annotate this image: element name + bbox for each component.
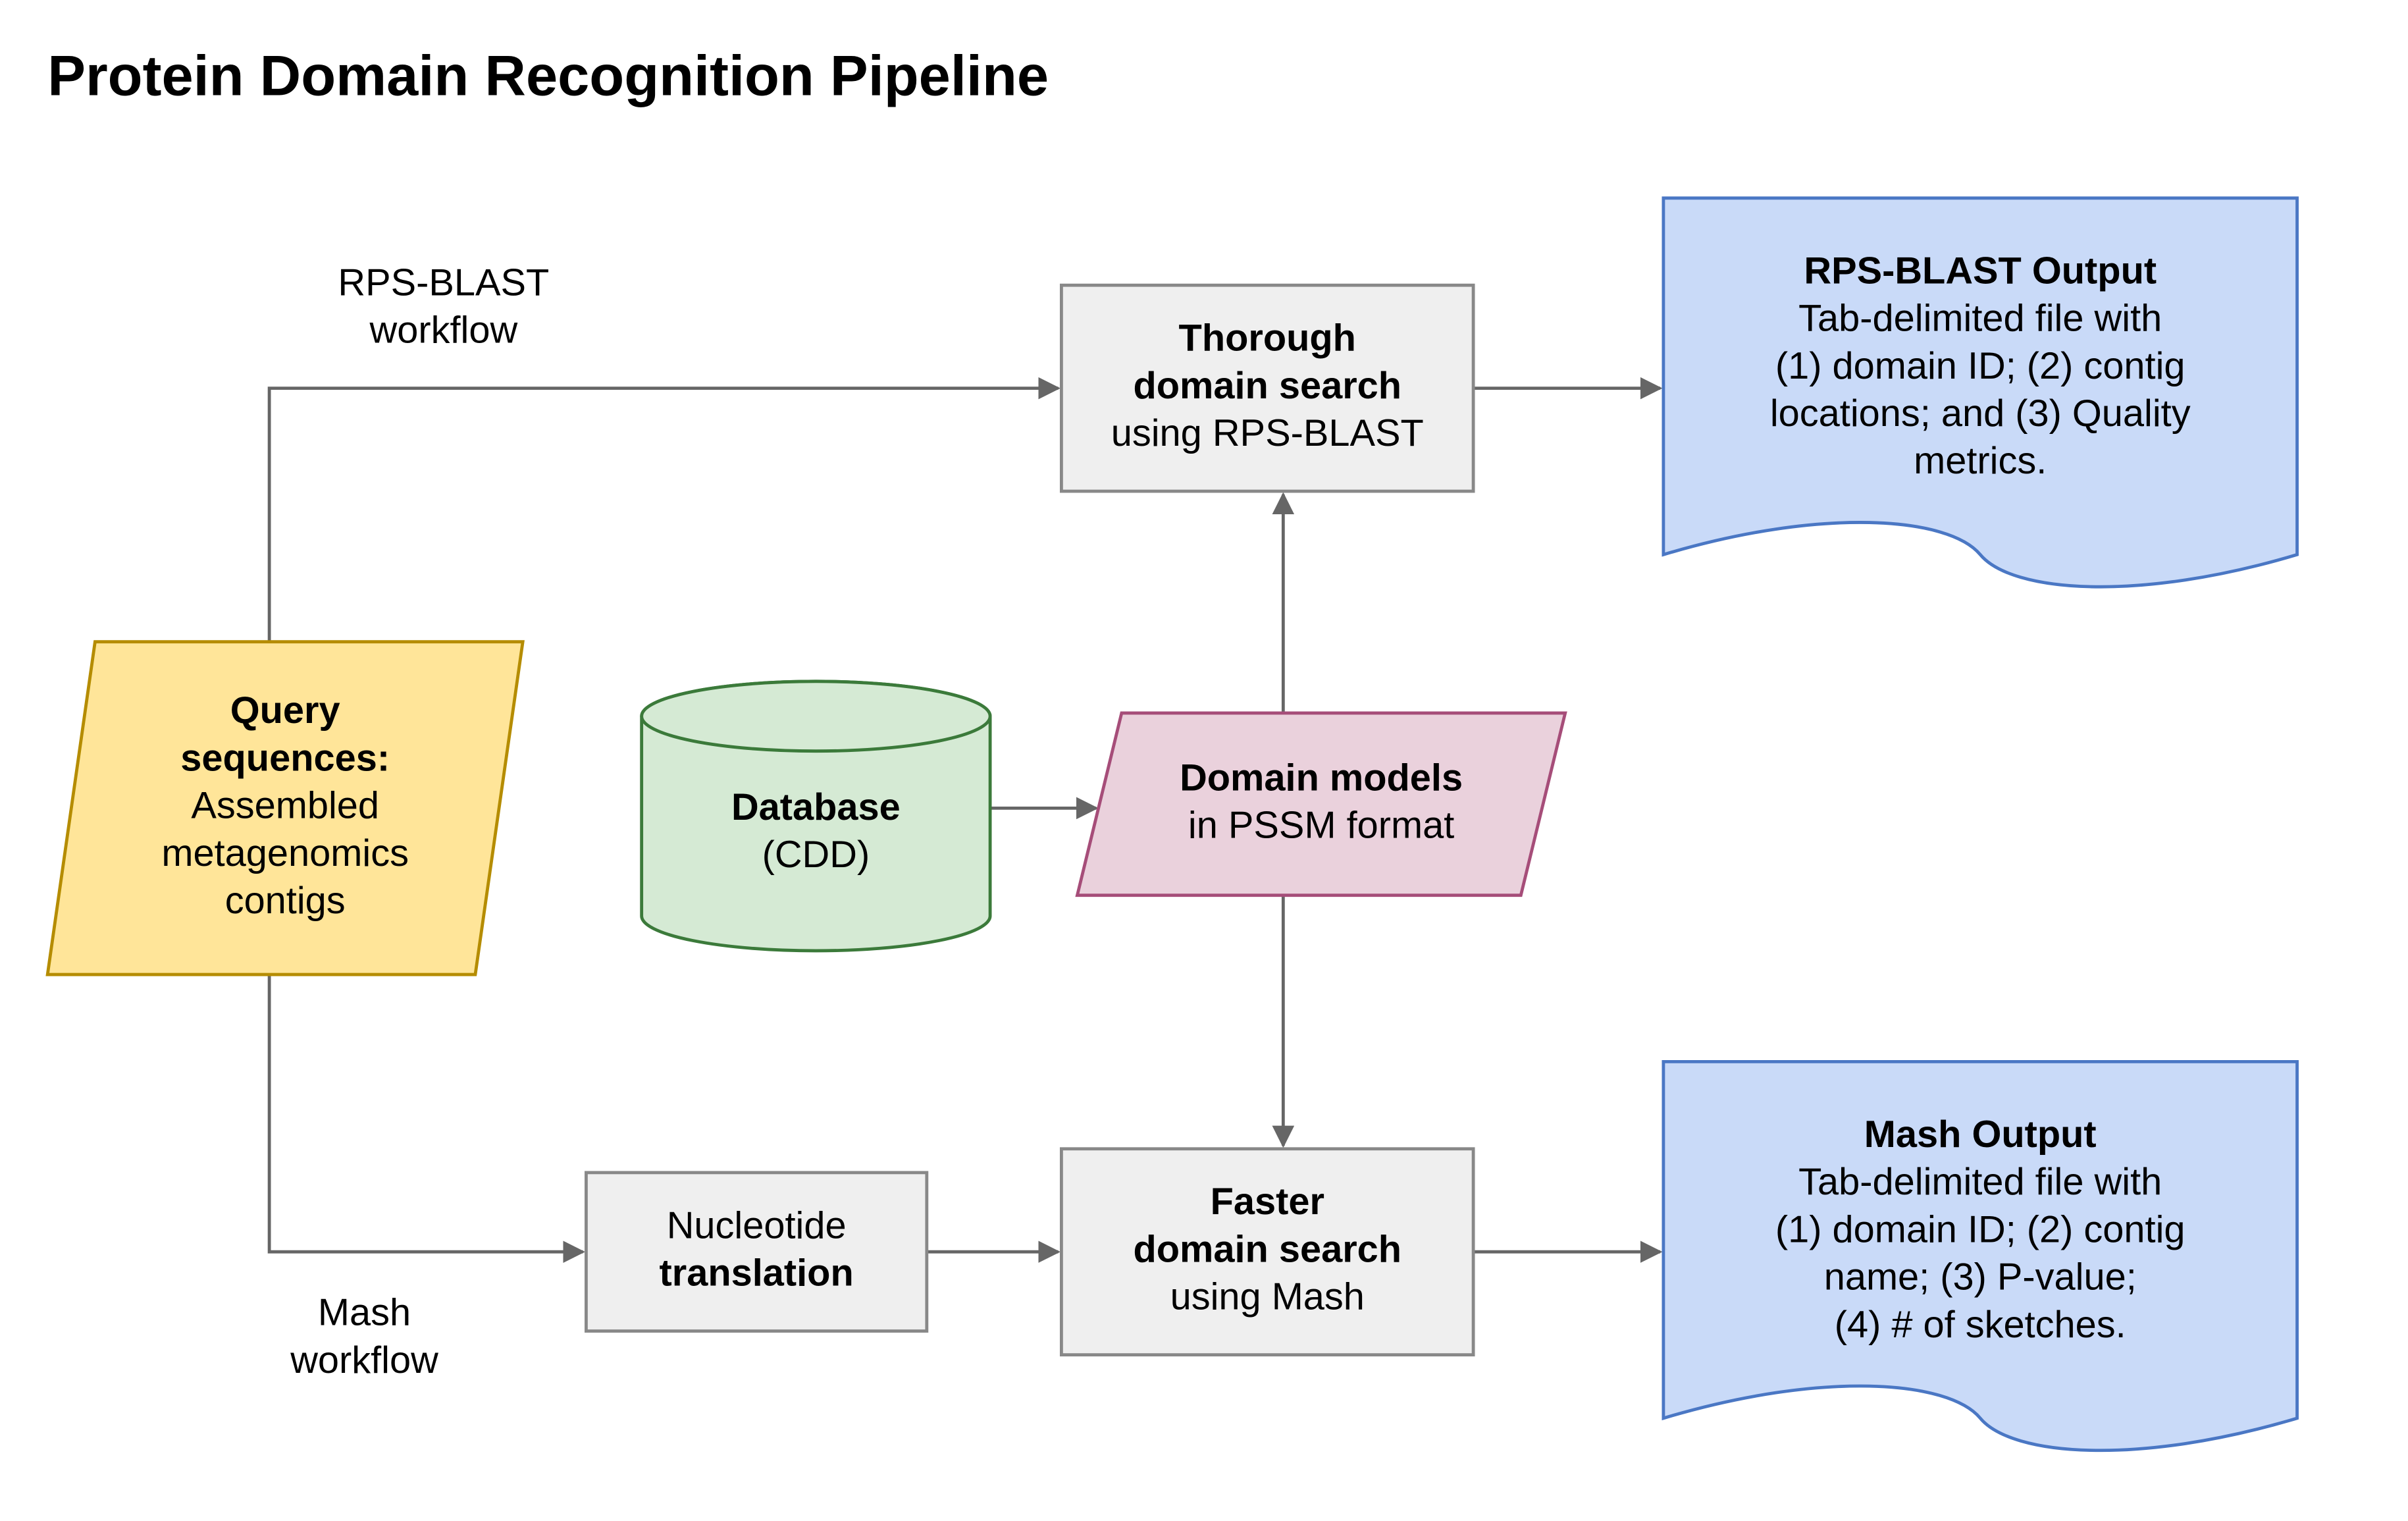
node-database: Database (CDD): [642, 681, 990, 951]
edge-query-to-thorough: [269, 388, 1058, 642]
node-rps_output-text-line: locations; and (3) Quality: [1770, 392, 2191, 435]
node-mash_output: Mash Output Tab-delimited file with (1) do…: [1663, 1061, 2297, 1450]
node-query-text-line: Query: [230, 689, 340, 732]
node-faster-text-line: using Mash: [1170, 1276, 1365, 1318]
label-rps_workflow-line: workflow: [369, 309, 518, 352]
node-mash_output-text-line: name; (3) P-value;: [1824, 1256, 2137, 1298]
diagram-title: Protein Domain Recognition Pipeline: [47, 44, 1049, 107]
node-mash_output-text-line: Mash Output: [1864, 1113, 2097, 1156]
node-query-text-line: metagenomics: [161, 832, 409, 874]
label-mash_workflow: Mash workflow: [290, 1292, 438, 1381]
pipeline-diagram: Protein Domain Recognition Pipeline Query…: [0, 0, 2408, 1521]
node-mash_output-text-line: (4) # of sketches.: [1835, 1304, 2126, 1346]
node-domain_models-text-line: Domain models: [1180, 757, 1463, 799]
node-rps_output-text-line: (1) domain ID; (2) contig: [1775, 345, 2186, 387]
label-rps_workflow-line: RPS-BLAST: [338, 261, 549, 304]
node-thorough-text-line: using RPS-BLAST: [1111, 412, 1424, 454]
node-translation: Nucleotide translation: [586, 1173, 926, 1331]
node-translation-text-line: Nucleotide: [667, 1204, 847, 1246]
node-faster: Faster domain search using Mash: [1061, 1149, 1473, 1355]
node-rps_output-text-line: RPS-BLAST Output: [1804, 250, 2157, 292]
node-rps_output: RPS-BLAST Output Tab-delimited file with (…: [1663, 198, 2297, 587]
node-thorough: Thorough domain search using RPS-BLAST: [1061, 285, 1473, 491]
label-mash_workflow-line: workflow: [290, 1339, 438, 1381]
node-thorough-text-line: Thorough: [1179, 317, 1356, 360]
node-mash_output-text-line: Tab-delimited file with: [1798, 1161, 2162, 1203]
node-query-text-line: contigs: [225, 880, 346, 922]
node-rps_output-text-line: metrics.: [1914, 440, 2047, 482]
node-faster-text-line: domain search: [1133, 1228, 1401, 1270]
node-domain_models: Domain models in PSSM format: [1077, 713, 1565, 895]
node-query: Query sequences: Assembled metagenomics cont…: [47, 642, 523, 974]
node-domain_models-text-line: in PSSM format: [1188, 805, 1454, 847]
node-database-text-line: Database: [731, 786, 901, 828]
node-database-text-line: (CDD): [762, 834, 870, 876]
label-mash_workflow-line: Mash: [318, 1292, 411, 1334]
node-thorough-text-line: domain search: [1133, 365, 1401, 407]
node-rps_output-text-line: Tab-delimited file with: [1798, 298, 2162, 340]
node-query-text-line: sequences:: [180, 737, 390, 779]
node-query-text-line: Assembled: [191, 785, 379, 827]
label-rps_workflow: RPS-BLAST workflow: [338, 261, 549, 351]
edge-query-to-translation: [269, 974, 583, 1252]
node-translation-text-line: translation: [660, 1252, 854, 1294]
node-mash_output-text-line: (1) domain ID; (2) contig: [1775, 1208, 2186, 1250]
node-faster-text-line: Faster: [1211, 1181, 1324, 1223]
